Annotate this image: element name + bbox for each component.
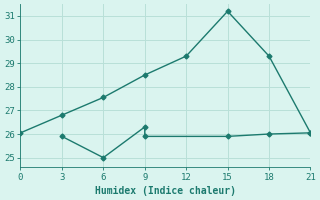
X-axis label: Humidex (Indice chaleur): Humidex (Indice chaleur) <box>95 186 236 196</box>
